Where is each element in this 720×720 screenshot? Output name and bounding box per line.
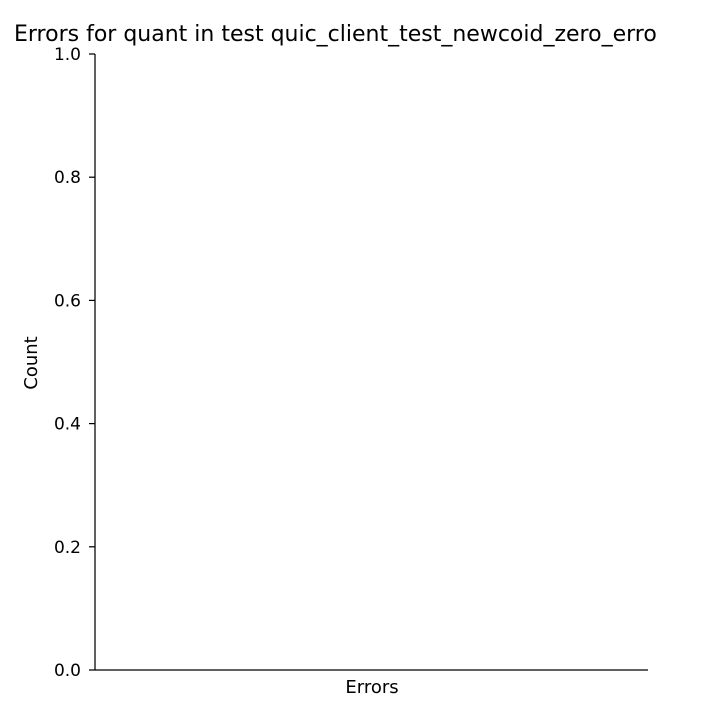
chart-title: Errors for quant in test quic_client_tes… bbox=[14, 22, 657, 47]
y-tick-label: 1.0 bbox=[54, 45, 81, 65]
y-tick-label: 0.8 bbox=[54, 168, 81, 188]
y-tick-label: 0.6 bbox=[54, 291, 81, 311]
x-axis-label: Errors bbox=[345, 677, 398, 698]
y-tick-label: 0.2 bbox=[54, 538, 81, 558]
y-tick-label: 0.4 bbox=[54, 415, 81, 435]
y-tick-label: 0.0 bbox=[54, 661, 81, 681]
plot-area: 0.0 0.2 0.4 0.6 0.8 1.0 bbox=[54, 45, 648, 681]
y-axis-label: Count bbox=[21, 336, 42, 389]
y-ticks: 0.0 0.2 0.4 0.6 0.8 1.0 bbox=[54, 45, 95, 681]
